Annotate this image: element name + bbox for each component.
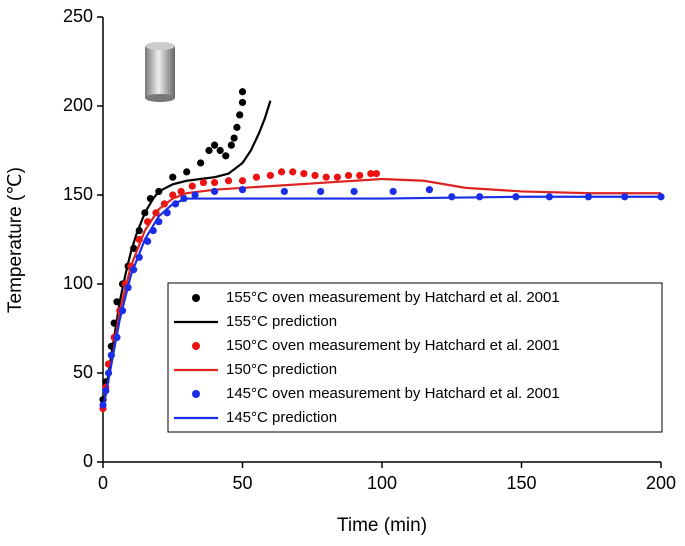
- y-tick-label: 150: [63, 184, 93, 204]
- point: [300, 170, 308, 178]
- point: [169, 173, 177, 181]
- point: [230, 134, 238, 142]
- point: [199, 178, 208, 187]
- legend-label: 145°C prediction: [226, 409, 337, 426]
- point: [289, 168, 297, 176]
- cylinder-icon: [145, 42, 175, 102]
- y-tick-label: 0: [83, 451, 93, 471]
- x-tick-label: 150: [506, 473, 536, 493]
- x-axis-label: Time (min): [337, 515, 427, 536]
- point: [367, 170, 375, 178]
- y-axis-label: Temperature (℃): [5, 167, 26, 313]
- legend-marker: [192, 342, 200, 350]
- legend-label: 155°C oven measurement by Hatchard et al…: [226, 289, 560, 306]
- legend-box: [167, 282, 663, 433]
- point: [277, 168, 286, 176]
- point: [211, 178, 219, 187]
- point: [356, 171, 364, 180]
- x-tick-label: 100: [367, 473, 397, 493]
- point: [222, 152, 230, 160]
- x-tick-label: 200: [646, 473, 676, 493]
- point: [252, 173, 261, 181]
- point: [238, 177, 247, 185]
- point: [425, 186, 434, 194]
- point: [389, 187, 397, 196]
- point: [238, 98, 247, 107]
- y-tick-label: 100: [63, 273, 93, 293]
- legend-label: 155°C prediction: [226, 313, 337, 330]
- y-tick-label: 200: [63, 95, 93, 115]
- point: [211, 141, 219, 149]
- line: [101, 195, 661, 409]
- point: [333, 173, 341, 181]
- point: [197, 159, 205, 167]
- point: [216, 146, 224, 155]
- legend-marker: [192, 294, 200, 302]
- point: [238, 186, 247, 194]
- point: [238, 88, 247, 96]
- point: [177, 187, 185, 196]
- x-tick-label: 50: [232, 473, 252, 493]
- legend-marker: [192, 390, 200, 398]
- legend-label: 150°C prediction: [226, 361, 337, 378]
- point: [205, 146, 213, 155]
- point: [344, 171, 353, 180]
- point: [227, 141, 235, 149]
- legend-label: 150°C oven measurement by Hatchard et al…: [226, 337, 560, 354]
- line: [101, 100, 272, 409]
- y-tick-label: 50: [73, 362, 93, 382]
- point: [211, 187, 219, 196]
- point: [188, 182, 196, 190]
- point: [350, 187, 358, 196]
- legend-label: 145°C oven measurement by Hatchard et al…: [226, 385, 560, 402]
- point: [236, 111, 244, 119]
- point: [183, 168, 191, 176]
- point: [266, 171, 274, 180]
- point: [191, 191, 199, 199]
- point: [280, 187, 288, 196]
- point: [372, 170, 381, 178]
- point: [224, 177, 233, 185]
- point: [317, 187, 325, 196]
- x-tick-label: 0: [98, 473, 108, 493]
- point: [233, 123, 241, 131]
- y-tick-label: 250: [63, 6, 93, 26]
- point: [311, 171, 319, 180]
- point: [322, 173, 330, 181]
